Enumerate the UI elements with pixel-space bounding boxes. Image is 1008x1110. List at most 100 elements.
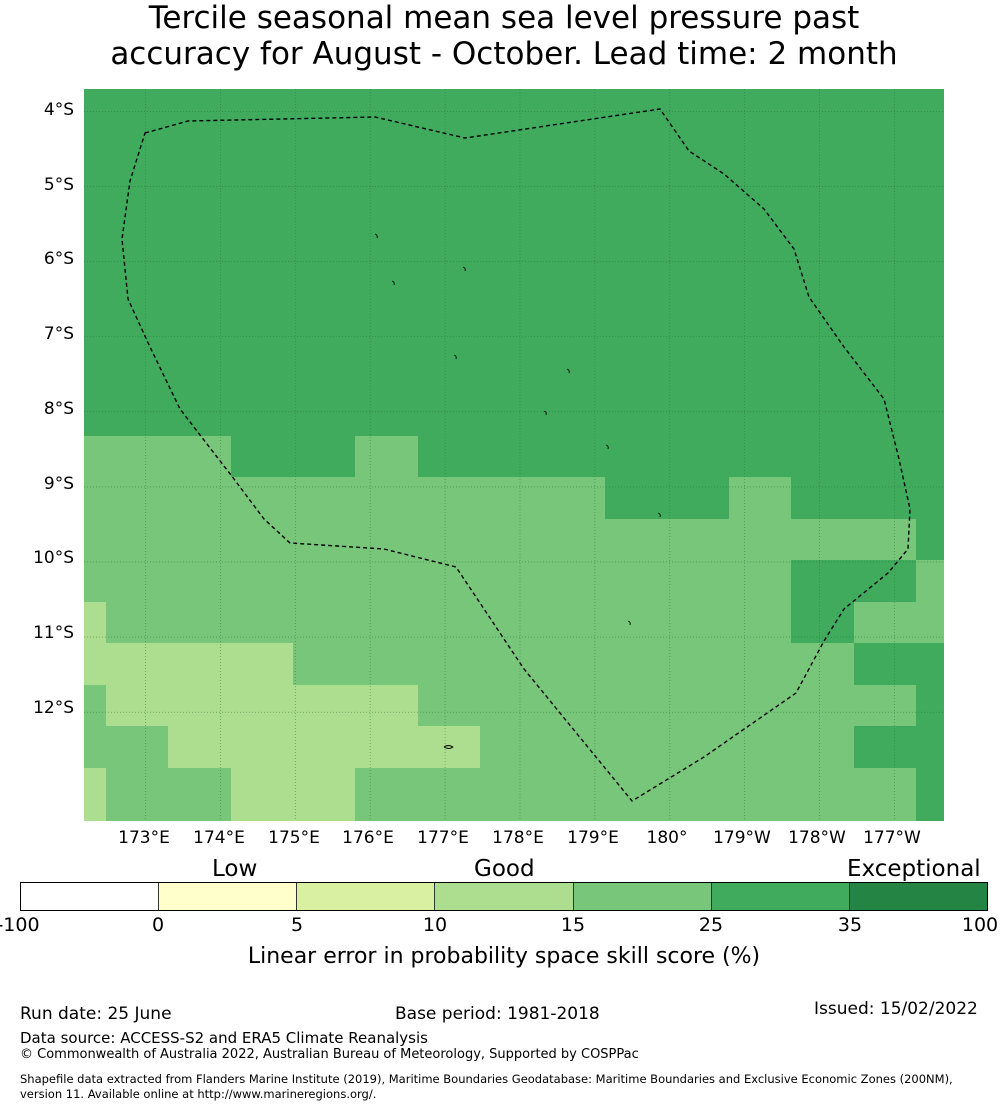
- score-cell: [854, 519, 916, 560]
- lon-label: 179°W: [713, 828, 771, 848]
- lat-label: 5°S: [43, 175, 74, 195]
- score-cells: [84, 89, 944, 821]
- score-cell: [916, 726, 944, 768]
- score-cell: [854, 477, 916, 519]
- lat-label: 9°S: [43, 474, 74, 494]
- score-cell: [84, 685, 106, 726]
- score-cell: [480, 643, 543, 685]
- score-cell: [106, 436, 168, 477]
- score-cell: [355, 477, 418, 519]
- score-cell: [355, 809, 418, 821]
- lon-label: 173°E: [118, 828, 170, 848]
- title-line-1: Tercile seasonal mean sea level pressure…: [148, 0, 860, 36]
- score-cell: [355, 643, 418, 685]
- score-cell: [729, 643, 791, 685]
- score-cell: [231, 809, 293, 821]
- score-cell: [729, 519, 791, 560]
- score-cell: [106, 643, 168, 685]
- score-cell: [854, 685, 916, 726]
- score-cell: [854, 560, 916, 602]
- score-cell: [480, 519, 543, 560]
- score-cell: [729, 809, 791, 821]
- score-cell: [854, 809, 916, 821]
- score-cell: [667, 643, 729, 685]
- score-cell: [791, 436, 854, 477]
- colorbar-segment: [435, 883, 574, 910]
- score-cell: [293, 519, 355, 560]
- lon-label: 176°E: [342, 828, 394, 848]
- score-cell: [916, 685, 944, 726]
- lat-label: 4°S: [43, 100, 74, 120]
- colorbar-segment: [159, 883, 298, 910]
- title-line-2: accuracy for August - October. Lead time…: [110, 36, 898, 72]
- score-cell: [231, 519, 293, 560]
- score-cell: [106, 519, 168, 560]
- score-cell: [355, 602, 418, 643]
- score-cell: [84, 436, 106, 477]
- score-cell: [854, 602, 944, 643]
- score-cell: [605, 726, 667, 768]
- score-cell: [480, 726, 543, 768]
- score-cell: [418, 643, 480, 685]
- colorbar-tick: 5: [290, 914, 304, 936]
- colorbar-segment: [849, 883, 987, 910]
- score-cell: [106, 477, 168, 519]
- score-cell: [293, 643, 355, 685]
- score-cell: [231, 685, 293, 726]
- island-outlines: [374, 233, 661, 749]
- score-cell: [84, 519, 106, 560]
- score-cell: [106, 685, 168, 726]
- island-outline: [391, 280, 395, 286]
- island-outline: [543, 410, 547, 416]
- score-cell: [667, 809, 729, 821]
- score-cell: [106, 560, 168, 602]
- score-cell: [605, 643, 667, 685]
- score-cell: [667, 436, 729, 477]
- lat-label: 6°S: [43, 249, 74, 269]
- score-cell: [84, 768, 106, 809]
- score-cell: [168, 685, 231, 726]
- score-cell: [231, 726, 293, 768]
- score-cell: [418, 477, 480, 519]
- colorbar-title: Linear error in probability space skill …: [247, 944, 761, 969]
- score-cell: [84, 643, 106, 685]
- lon-label: 177°W: [863, 828, 921, 848]
- colorbar-segment: [21, 883, 160, 910]
- score-cell: [667, 602, 729, 643]
- score-cell: [293, 477, 355, 519]
- category-good: Good: [474, 856, 535, 882]
- score-cell: [418, 602, 480, 643]
- score-cell: [543, 477, 605, 519]
- score-cell: [605, 768, 667, 809]
- score-cell: [605, 685, 667, 726]
- score-cell: [293, 602, 355, 643]
- score-cell: [605, 519, 667, 560]
- score-cell: [729, 685, 791, 726]
- score-cell: [543, 768, 605, 809]
- score-cell: [168, 643, 231, 685]
- score-cell: [106, 726, 168, 768]
- score-cell: [355, 768, 418, 809]
- score-cell: [729, 477, 791, 519]
- score-cell: [84, 726, 106, 768]
- colorbar: [20, 882, 988, 911]
- score-cell: [916, 436, 944, 477]
- score-cell: [168, 809, 231, 821]
- lon-label: 179°E: [567, 828, 619, 848]
- score-cell: [355, 726, 418, 768]
- island-outline: [605, 444, 609, 450]
- score-cell: [605, 477, 729, 519]
- score-cell: [854, 768, 916, 809]
- score-cell: [729, 726, 791, 768]
- score-cell: [84, 602, 106, 643]
- score-cell: [168, 560, 231, 602]
- score-cell: [667, 726, 729, 768]
- score-cell: [480, 560, 543, 602]
- island-outline: [627, 620, 631, 626]
- score-cell: [854, 726, 916, 768]
- score-cell: [293, 685, 355, 726]
- colorbar-segment: [297, 883, 436, 910]
- score-cell: [231, 477, 293, 519]
- score-cell: [667, 519, 729, 560]
- score-cell: [418, 519, 480, 560]
